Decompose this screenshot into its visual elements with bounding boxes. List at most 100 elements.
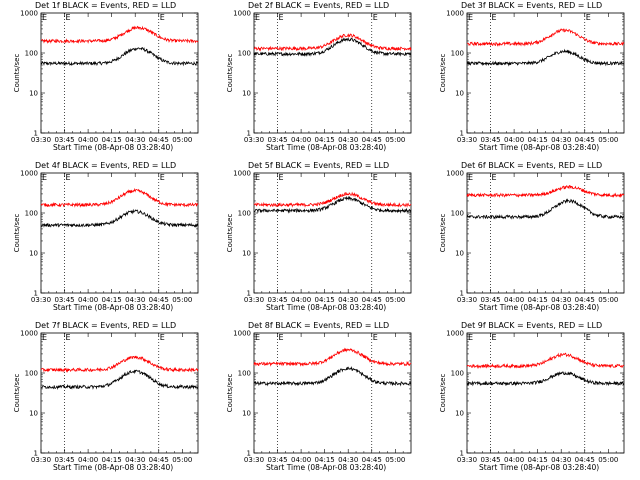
y-tick-label: 1 <box>34 290 38 298</box>
x-tick-label: 04:15 <box>315 456 335 464</box>
y-axis-label: Counts/sec <box>226 54 234 93</box>
y-axis-label: Counts/sec <box>13 374 21 413</box>
event-marker-label: E <box>279 333 284 342</box>
events-series-line <box>40 46 199 67</box>
panel-plot: 1 10 100 1000 03:30 03:45 04:00 04:15 04:30 04:45… <box>226 170 412 304</box>
panel-plot: 1 10 100 1000 03:30 03:45 04:00 04:15 04:30 04:45… <box>226 10 412 144</box>
x-tick-label: 03:30 <box>457 296 477 304</box>
panel-plot: 1 10 100 1000 03:30 03:45 04:00 04:15 04:30 04:45… <box>226 330 412 464</box>
y-axis-label: Counts/sec <box>13 214 21 253</box>
y-tick-label: 1 <box>460 290 464 298</box>
y-tick-label: 100 <box>451 210 464 218</box>
x-tick-label: 03:45 <box>267 456 287 464</box>
x-tick-label: 03:30 <box>244 296 264 304</box>
x-tick-label: 04:45 <box>149 136 169 144</box>
event-marker-label: E <box>492 13 497 22</box>
x-tick-label: 04:15 <box>528 296 548 304</box>
event-marker-label: E <box>373 13 378 22</box>
y-tick-label: 1 <box>460 450 464 458</box>
event-marker-label: E <box>66 333 71 342</box>
panel-title: Det 2f BLACK = Events, RED = LLD <box>248 1 390 10</box>
x-tick-label: 04:00 <box>78 296 98 304</box>
event-marker-label: E <box>255 13 260 22</box>
x-tick-label: 03:45 <box>480 296 500 304</box>
x-tick-label: 03:45 <box>54 136 74 144</box>
panel-plot: 1 10 100 1000 03:30 03:45 04:00 04:15 04:30 04:45… <box>13 170 199 304</box>
x-axis-label: Start Time (08-Apr-08 03:28:40) <box>266 303 387 312</box>
x-axis-label: Start Time (08-Apr-08 03:28:40) <box>53 463 174 472</box>
y-axis-label: Counts/sec <box>439 374 447 413</box>
y-axis-label: Counts/sec <box>439 214 447 253</box>
detector-panel-8: Det 8f BLACK = Events, RED = LLD 1 10 100 10… <box>213 320 426 480</box>
panel-title: Det 9f BLACK = Events, RED = LLD <box>461 321 603 330</box>
x-tick-label: 05:00 <box>172 456 192 464</box>
x-tick-label: 05:00 <box>598 296 618 304</box>
x-tick-label: 04:00 <box>291 296 311 304</box>
y-tick-label: 1 <box>460 130 464 138</box>
y-tick-label: 10 <box>455 250 464 258</box>
event-marker-label: E <box>373 333 378 342</box>
x-tick-label: 04:45 <box>149 296 169 304</box>
events-series-line <box>466 198 625 220</box>
y-tick-label: 1 <box>247 290 251 298</box>
x-tick-label: 04:15 <box>528 456 548 464</box>
x-tick-label: 05:00 <box>598 456 618 464</box>
y-tick-label: 100 <box>238 210 251 218</box>
x-tick-label: 03:30 <box>31 136 51 144</box>
panel-title: Det 4f BLACK = Events, RED = LLD <box>35 161 177 170</box>
panel-title: Det 7f BLACK = Events, RED = LLD <box>35 321 177 330</box>
detector-panel-5: Det 5f BLACK = Events, RED = LLD 1 10 100 10… <box>213 160 426 320</box>
y-tick-label: 10 <box>29 250 38 258</box>
x-tick-label: 04:45 <box>362 456 382 464</box>
x-tick-label: 03:45 <box>267 296 287 304</box>
x-tick-label: 04:45 <box>149 456 169 464</box>
x-tick-label: 03:45 <box>480 136 500 144</box>
y-tick-label: 10 <box>242 410 251 418</box>
y-tick-label: 10 <box>242 90 251 98</box>
x-axis-label: Start Time (08-Apr-08 03:28:40) <box>266 143 387 152</box>
y-tick-label: 100 <box>238 50 251 58</box>
lld-series-line <box>253 191 412 208</box>
lld-series-line <box>466 352 625 369</box>
y-tick-label: 100 <box>451 370 464 378</box>
events-series-line <box>253 37 412 57</box>
x-axis-label: Start Time (08-Apr-08 03:28:40) <box>266 463 387 472</box>
detector-panel-9: Det 9f BLACK = Events, RED = LLD 1 10 100 10… <box>426 320 639 480</box>
y-axis-label: Counts/sec <box>226 374 234 413</box>
x-tick-label: 04:15 <box>315 136 335 144</box>
event-marker-label: E <box>468 333 473 342</box>
x-tick-label: 05:00 <box>385 456 405 464</box>
event-marker-label: E <box>373 173 378 182</box>
y-tick-label: 10 <box>242 250 251 258</box>
event-marker-label: E <box>279 173 284 182</box>
events-series-line <box>40 369 199 390</box>
y-tick-label: 1000 <box>233 330 251 338</box>
lld-series-line <box>40 355 199 373</box>
event-marker-label: E <box>66 173 71 182</box>
x-tick-label: 04:15 <box>528 136 548 144</box>
panel-title: Det 3f BLACK = Events, RED = LLD <box>461 1 603 10</box>
x-tick-label: 04:30 <box>338 296 358 304</box>
x-axis-label: Start Time (08-Apr-08 03:28:40) <box>479 303 600 312</box>
x-axis-label: Start Time (08-Apr-08 03:28:40) <box>53 143 174 152</box>
detector-panel-2: Det 2f BLACK = Events, RED = LLD 1 10 100 10… <box>213 0 426 160</box>
lld-series-line <box>253 347 412 367</box>
event-marker-label: E <box>42 173 47 182</box>
x-tick-label: 03:45 <box>54 456 74 464</box>
lld-series-line <box>466 28 625 47</box>
y-tick-label: 1000 <box>233 170 251 178</box>
lld-series-line <box>40 25 199 44</box>
events-series-line <box>466 48 625 67</box>
y-tick-label: 1000 <box>20 10 38 18</box>
x-tick-label: 04:00 <box>504 136 524 144</box>
y-axis-label: Counts/sec <box>13 54 21 93</box>
x-tick-label: 04:30 <box>125 456 145 464</box>
detector-panel-6: Det 6f BLACK = Events, RED = LLD 1 10 100 10… <box>426 160 639 320</box>
y-axis-label: Counts/sec <box>226 214 234 253</box>
events-series-line <box>466 371 625 387</box>
x-tick-label: 03:45 <box>54 296 74 304</box>
x-tick-label: 04:15 <box>102 296 122 304</box>
x-tick-label: 04:00 <box>78 456 98 464</box>
lld-series-line <box>466 184 625 198</box>
event-marker-label: E <box>468 13 473 22</box>
